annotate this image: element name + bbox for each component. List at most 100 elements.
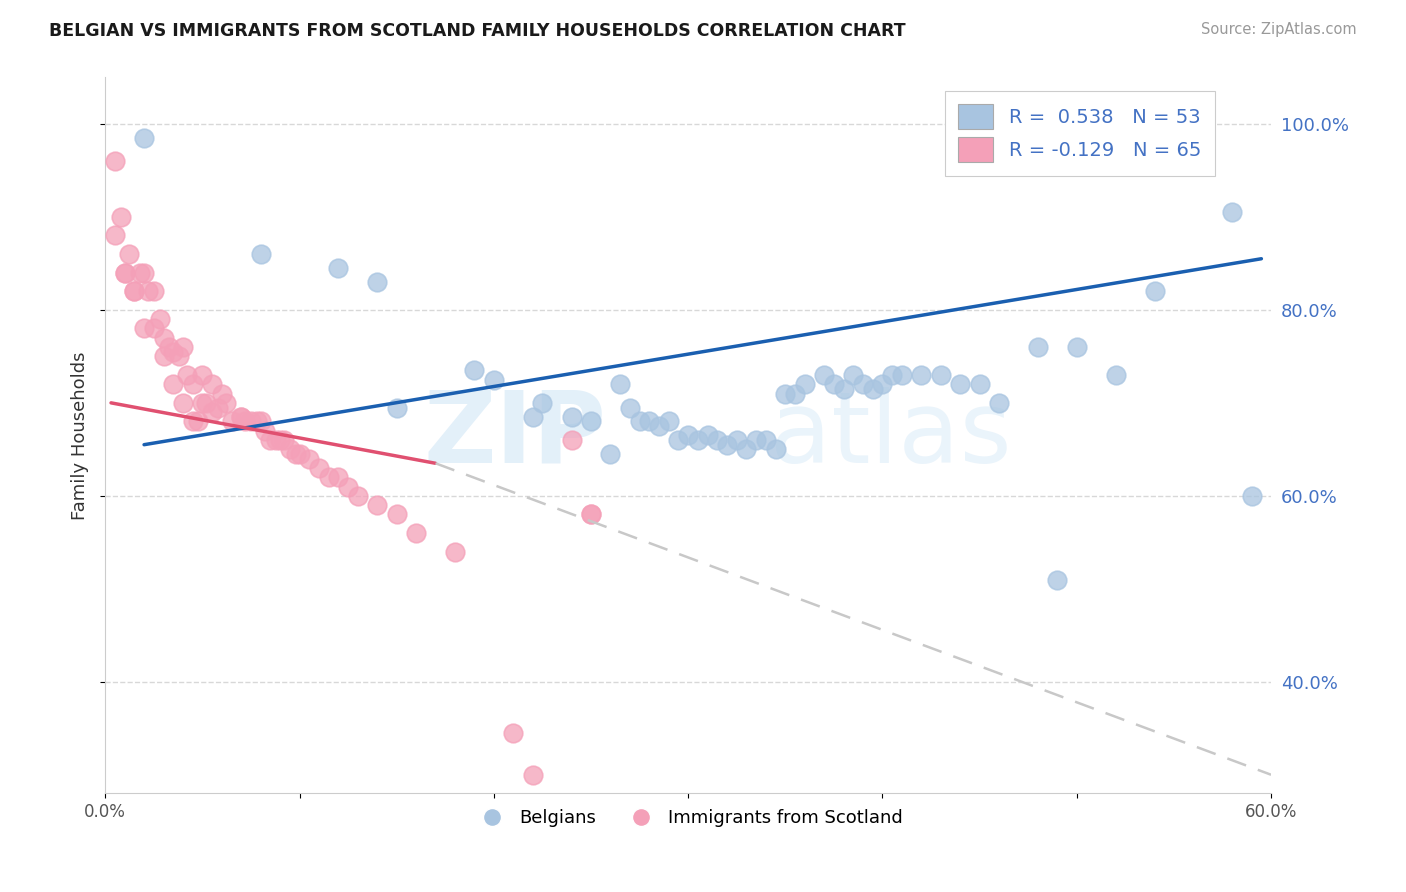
Point bbox=[215, 396, 238, 410]
Point bbox=[638, 414, 661, 428]
Point bbox=[1240, 489, 1263, 503]
Point bbox=[599, 447, 621, 461]
Point bbox=[195, 396, 218, 410]
Point bbox=[167, 350, 190, 364]
Point bbox=[129, 266, 152, 280]
Point bbox=[890, 368, 912, 382]
Point bbox=[239, 414, 262, 428]
Point bbox=[502, 726, 524, 740]
Point bbox=[117, 247, 139, 261]
Point bbox=[201, 405, 224, 419]
Point bbox=[201, 377, 224, 392]
Point bbox=[152, 331, 174, 345]
Point bbox=[579, 508, 602, 522]
Point bbox=[872, 377, 894, 392]
Point bbox=[823, 377, 845, 392]
Point bbox=[832, 382, 855, 396]
Point bbox=[463, 363, 485, 377]
Point bbox=[706, 433, 728, 447]
Point bbox=[1026, 340, 1049, 354]
Point bbox=[686, 433, 709, 447]
Text: atlas: atlas bbox=[769, 387, 1011, 483]
Point bbox=[264, 433, 287, 447]
Point bbox=[561, 433, 583, 447]
Point bbox=[1046, 573, 1069, 587]
Point bbox=[1220, 205, 1243, 219]
Point bbox=[114, 266, 136, 280]
Point bbox=[725, 433, 748, 447]
Point bbox=[385, 508, 408, 522]
Point bbox=[735, 442, 758, 457]
Point bbox=[579, 414, 602, 428]
Text: Source: ZipAtlas.com: Source: ZipAtlas.com bbox=[1201, 22, 1357, 37]
Point bbox=[579, 508, 602, 522]
Point bbox=[328, 470, 350, 484]
Point bbox=[783, 386, 806, 401]
Point bbox=[278, 442, 301, 457]
Point bbox=[308, 461, 330, 475]
Point bbox=[253, 424, 276, 438]
Point bbox=[929, 368, 952, 382]
Point bbox=[298, 451, 321, 466]
Point bbox=[745, 433, 768, 447]
Point bbox=[231, 409, 253, 424]
Point bbox=[162, 377, 184, 392]
Point bbox=[181, 377, 204, 392]
Point bbox=[211, 386, 233, 401]
Point bbox=[648, 419, 671, 434]
Point bbox=[793, 377, 815, 392]
Point bbox=[157, 340, 180, 354]
Point bbox=[318, 470, 340, 484]
Point bbox=[775, 386, 797, 401]
Point bbox=[132, 266, 155, 280]
Point bbox=[346, 489, 368, 503]
Point bbox=[172, 340, 194, 354]
Point bbox=[696, 428, 718, 442]
Point bbox=[136, 285, 159, 299]
Point bbox=[628, 414, 651, 428]
Point bbox=[249, 247, 271, 261]
Point bbox=[842, 368, 865, 382]
Point bbox=[191, 396, 214, 410]
Point bbox=[110, 210, 132, 224]
Point bbox=[273, 433, 295, 447]
Point bbox=[1066, 340, 1088, 354]
Point bbox=[132, 321, 155, 335]
Point bbox=[152, 350, 174, 364]
Point bbox=[132, 131, 155, 145]
Point bbox=[522, 768, 544, 782]
Point bbox=[337, 479, 360, 493]
Point bbox=[988, 396, 1011, 410]
Point bbox=[181, 414, 204, 428]
Point bbox=[246, 414, 269, 428]
Point bbox=[187, 414, 209, 428]
Point bbox=[482, 373, 505, 387]
Point bbox=[231, 409, 253, 424]
Point bbox=[191, 368, 214, 382]
Point bbox=[765, 442, 787, 457]
Point bbox=[176, 368, 198, 382]
Point bbox=[366, 275, 388, 289]
Point bbox=[668, 433, 690, 447]
Point bbox=[882, 368, 904, 382]
Point bbox=[522, 409, 544, 424]
Legend: Belgians, Immigrants from Scotland: Belgians, Immigrants from Scotland bbox=[467, 802, 910, 834]
Y-axis label: Family Households: Family Households bbox=[72, 351, 89, 520]
Point bbox=[149, 312, 172, 326]
Point bbox=[1104, 368, 1126, 382]
Point bbox=[259, 433, 281, 447]
Point bbox=[862, 382, 884, 396]
Point bbox=[385, 401, 408, 415]
Point bbox=[104, 228, 127, 243]
Point bbox=[910, 368, 932, 382]
Point bbox=[124, 285, 146, 299]
Point bbox=[114, 266, 136, 280]
Point bbox=[142, 285, 165, 299]
Point bbox=[366, 498, 388, 512]
Point bbox=[658, 414, 681, 428]
Point bbox=[949, 377, 972, 392]
Point bbox=[104, 154, 127, 169]
Point bbox=[852, 377, 875, 392]
Text: ZIP: ZIP bbox=[423, 387, 606, 483]
Point bbox=[207, 401, 229, 415]
